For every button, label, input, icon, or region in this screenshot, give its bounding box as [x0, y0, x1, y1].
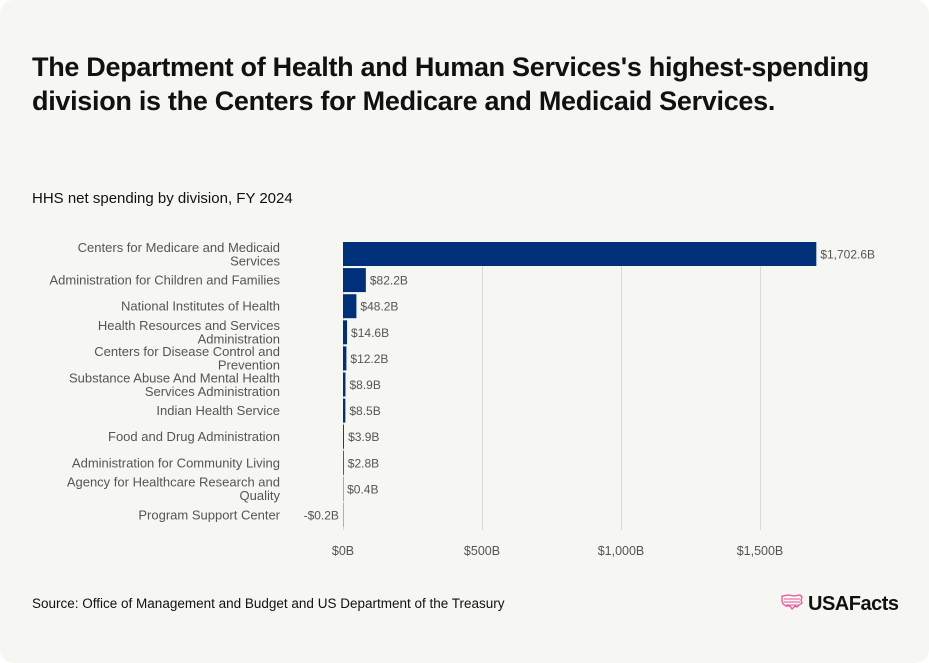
- bar: [342, 503, 344, 527]
- x-tick-label: $500B: [464, 544, 500, 558]
- value-label: $8.5B: [349, 404, 380, 418]
- category-label: Indian Health Service: [156, 403, 280, 418]
- bar: [343, 320, 348, 345]
- bar: [343, 294, 357, 319]
- category-label: National Institutes of Health: [121, 299, 280, 314]
- category-labels: Centers for Medicare and Medicaid Service…: [50, 240, 281, 523]
- bar: [343, 372, 346, 397]
- value-label: $1,702.6B: [820, 248, 875, 262]
- category-label: Food and Drug Administration: [108, 429, 280, 444]
- brand-name: USAFacts: [808, 593, 899, 615]
- category-label: Administration for Children and Families: [50, 273, 281, 288]
- bar: [343, 268, 366, 293]
- x-tick-label: $1,000B: [598, 544, 645, 558]
- value-label: $8.9B: [349, 378, 380, 392]
- value-label: $82.2B: [370, 274, 408, 288]
- x-tick-label: $0B: [332, 544, 354, 558]
- chart-subtitle: HHS net spending by division, FY 2024: [32, 190, 293, 207]
- category-label: Agency for Healthcare Research and Qualit…: [67, 475, 281, 504]
- bars: [342, 242, 817, 527]
- bar-chart: Centers for Medicare and Medicaid Service…: [50, 240, 876, 558]
- bar: [343, 424, 344, 449]
- value-label: $0.4B: [347, 482, 378, 496]
- value-label: $2.8B: [348, 456, 379, 470]
- value-label: $48.2B: [360, 300, 398, 314]
- value-label: -$0.2B: [304, 509, 339, 523]
- usafacts-logo[interactable]: USAFacts: [780, 593, 899, 616]
- source-note: Source: Office of Management and Budget …: [32, 596, 505, 611]
- bar: [343, 450, 344, 475]
- x-axis-ticks: $0B $500B $1,000B $1,500B: [332, 544, 783, 558]
- category-label: Health Resources and Services Administrat…: [98, 318, 281, 347]
- bar: [343, 242, 817, 266]
- category-label: Centers for Medicare and Medicaid Service…: [78, 240, 281, 269]
- bar: [343, 398, 346, 423]
- value-label: $14.6B: [351, 326, 389, 340]
- category-label: Administration for Community Living: [72, 455, 280, 470]
- category-label: Centers for Disease Control and Preventio…: [94, 344, 280, 373]
- value-label: $3.9B: [348, 430, 379, 444]
- bar: [343, 346, 347, 371]
- value-label: $12.2B: [350, 352, 388, 366]
- x-tick-label: $1,500B: [737, 544, 784, 558]
- category-label: Substance Abuse And Mental Health Service…: [69, 370, 280, 399]
- category-label: Program Support Center: [138, 508, 280, 523]
- chart-headline: The Department of Health and Human Servi…: [32, 52, 869, 116]
- bar: [343, 476, 344, 501]
- us-map-flag-icon: [780, 593, 804, 616]
- value-labels: $1,702.6B $82.2B $48.2B $14.6B $12.2B $8.9B $8…: [304, 248, 875, 523]
